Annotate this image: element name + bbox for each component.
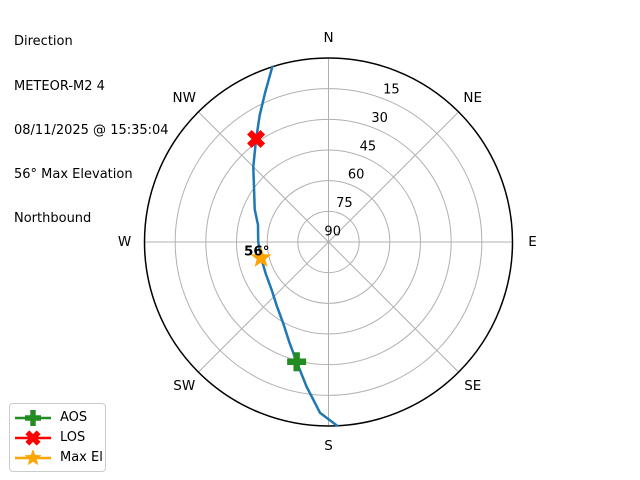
plot-title: Direction [14, 34, 73, 50]
legend-label-aos: AOS [60, 410, 88, 425]
compass-label-N: N [323, 30, 333, 46]
aos-marker [287, 352, 307, 372]
legend-item-aos: AOS [14, 408, 105, 428]
legend-item-los: LOS [14, 428, 105, 448]
elevation-tick-label-30: 30 [371, 111, 388, 126]
elevation-tick-label-60: 60 [348, 168, 365, 183]
compass-label-SE: SE [464, 378, 481, 394]
elevation-tick-label-75: 75 [336, 196, 353, 211]
aos-plus-icon [15, 409, 51, 426]
legend-item-max-el: Max El [14, 448, 105, 468]
compass-label-NW: NW [173, 90, 196, 106]
pass-direction: Northbound [14, 210, 92, 226]
max-elevation-annotation: 56° [244, 243, 270, 259]
azimuth-spoke-SE [328, 241, 459, 373]
legend-label-max-el: Max El [60, 450, 103, 465]
compass-label-W: W [118, 234, 131, 250]
azimuth-spoke-NE [328, 111, 459, 243]
los-marker [247, 129, 266, 148]
max-elevation-text: 56° Max Elevation [14, 166, 133, 182]
max-el-star-icon [15, 449, 51, 465]
azimuth-spoke-SW [198, 241, 329, 373]
pass-datetime: 08/11/2025 @ 15:35:04 [14, 122, 169, 138]
compass-label-S: S [324, 438, 333, 454]
azimuth-spoke-NW [198, 111, 329, 243]
legend-marker-Max El [24, 449, 42, 465]
legend-marker-LOS [25, 429, 41, 446]
legend-marker-AOS [25, 409, 41, 426]
max-el-marker [250, 246, 272, 267]
elevation-tick-label-15: 15 [383, 83, 400, 98]
compass-label-SW: SW [173, 378, 195, 394]
satellite-name: METEOR-M2 4 [14, 78, 105, 94]
elevation-tick-label-45: 45 [360, 139, 377, 154]
legend-label-los: LOS [60, 430, 86, 445]
legend: AOS LOS Max El [9, 403, 106, 472]
compass-label-E: E [528, 234, 537, 250]
elevation-tick-label-90: 90 [324, 224, 341, 239]
horizon-circle [143, 57, 514, 427]
compass-label-NE: NE [463, 90, 482, 106]
los-x-icon [15, 429, 51, 446]
pass-info-block: Direction METEOR-M2 4 08/11/2025 @ 15:35… [14, 6, 169, 256]
